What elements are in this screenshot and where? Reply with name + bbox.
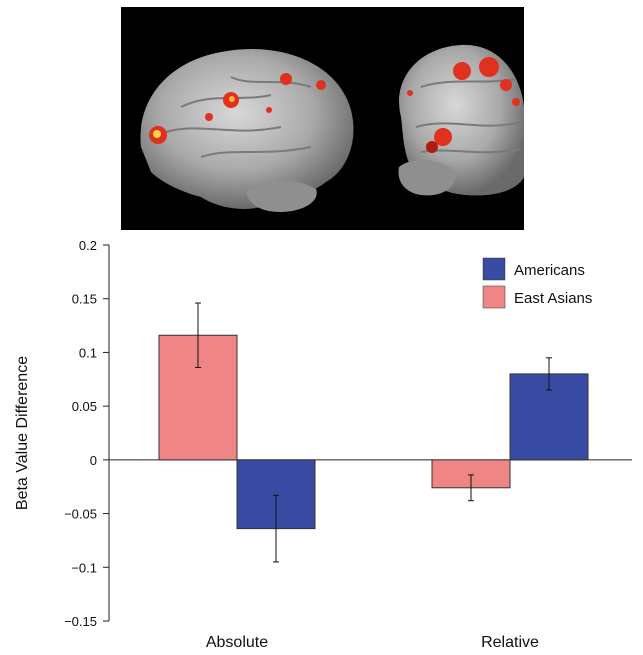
y-tick-label: 0.1 bbox=[79, 345, 97, 360]
y-tick-label: 0.15 bbox=[72, 292, 97, 307]
chart-legend: Americans East Asians bbox=[482, 257, 592, 309]
legend-swatch-east-asians bbox=[482, 285, 506, 309]
chart-bars bbox=[158, 302, 589, 563]
y-tick-label: 0 bbox=[90, 453, 97, 468]
y-tick-label: 0.2 bbox=[79, 238, 97, 253]
brain-render-icon bbox=[140, 44, 524, 212]
y-tick-label: −0.05 bbox=[64, 507, 97, 522]
y-tick-label: −0.15 bbox=[64, 614, 97, 629]
legend-label-east-asians: East Asians bbox=[514, 290, 592, 307]
legend-label-americans: Americans bbox=[514, 262, 585, 279]
x-category-label: Absolute bbox=[206, 634, 268, 651]
x-category-label: Relative bbox=[481, 634, 539, 651]
y-tick-label: −0.1 bbox=[71, 560, 97, 575]
legend-swatch-americans bbox=[482, 257, 506, 281]
brain-activation-image bbox=[121, 7, 524, 230]
y-axis-label: Beta Value Difference bbox=[14, 356, 31, 510]
activation-blobs bbox=[149, 57, 520, 153]
chart-labels: −0.15 −0.1 −0.05 0 0.05 0.1 0.15 0.2 Beta Value … bbox=[14, 238, 539, 651]
y-tick-label: 0.05 bbox=[72, 399, 97, 414]
